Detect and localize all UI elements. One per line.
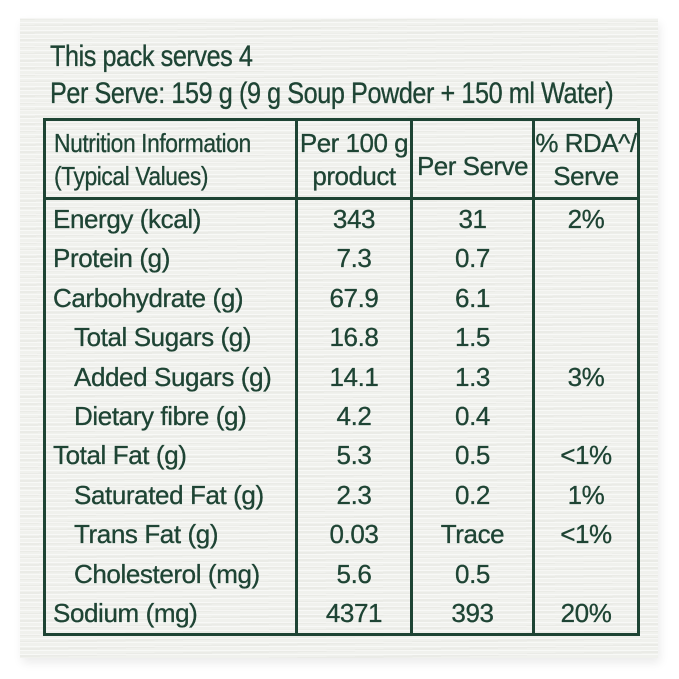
table-row: Carbohydrate (g) 67.9 6.1 bbox=[43, 278, 640, 319]
per-serve-value: 6.1 bbox=[410, 278, 535, 319]
per-serve-text: Per Serve: 159 g (9 g Soup Powder + 150 … bbox=[50, 77, 614, 110]
per-serve-value: 0.5 bbox=[410, 554, 535, 595]
per-serve-value: 393 bbox=[410, 594, 535, 635]
table-row: Added Sugars (g) 14.1 1.3 3% bbox=[43, 357, 640, 398]
header-line: (Typical Values) bbox=[54, 161, 209, 191]
table-row: Protein (g) 7.3 0.7 bbox=[43, 239, 640, 279]
nutrient-label: Sodium (mg) bbox=[43, 594, 298, 635]
per-100g-value: 14.1 bbox=[295, 357, 413, 398]
rda-value: 3% bbox=[532, 357, 640, 398]
rda-value: 2% bbox=[532, 198, 640, 240]
table-row: Total Sugars (g) 16.8 1.5 bbox=[43, 318, 640, 358]
table-row: Trans Fat (g) 0.03 Trace <1% bbox=[43, 515, 640, 555]
nutrition-table: Nutrition Information (Typical Values) P… bbox=[43, 118, 640, 637]
header-line: Per Serve bbox=[416, 150, 529, 181]
table-header-row: Nutrition Information (Typical Values) P… bbox=[43, 119, 640, 200]
per-serve-value: Trace bbox=[410, 515, 535, 555]
rda-value bbox=[532, 318, 640, 358]
rda-value: 1% bbox=[532, 475, 640, 516]
per-serve-value: 1.3 bbox=[410, 357, 535, 398]
serving-info: This pack serves 4 Per Serve: 159 g (9 g… bbox=[50, 38, 658, 112]
package-panel: This pack serves 4 Per Serve: 159 g (9 g… bbox=[20, 18, 658, 658]
header-line: Per 100 g bbox=[299, 128, 409, 158]
per-100g-value: 0.03 bbox=[295, 515, 413, 555]
per-100g-value: 67.9 bbox=[295, 278, 413, 319]
per-100g-value: 2.3 bbox=[295, 475, 413, 516]
header-line: Nutrition Information bbox=[54, 128, 251, 158]
table-row: Cholesterol (mg) 5.6 0.5 bbox=[43, 554, 640, 595]
header-line: product bbox=[312, 161, 396, 191]
per-100g-value: 4371 bbox=[295, 594, 413, 635]
nutrient-label: Total Fat (g) bbox=[43, 436, 298, 476]
rda-value: <1% bbox=[532, 515, 640, 555]
per-serve-value: 31 bbox=[410, 198, 535, 240]
pack-serves-text: This pack serves 4 bbox=[50, 40, 253, 73]
per-100g-value: 5.3 bbox=[295, 436, 413, 476]
per-serve-value: 1.5 bbox=[410, 318, 535, 358]
per-100g-value: 343 bbox=[295, 198, 413, 240]
table-row: Dietary fibre (g) 4.2 0.4 bbox=[43, 397, 640, 437]
per-serve-value: 0.4 bbox=[410, 397, 535, 437]
per-100g-value: 7.3 bbox=[295, 239, 413, 279]
nutrient-label: Carbohydrate (g) bbox=[43, 278, 298, 319]
rda-value bbox=[532, 397, 640, 437]
header-per-serve: Per Serve bbox=[410, 119, 535, 200]
per-100g-value: 16.8 bbox=[295, 318, 413, 358]
nutrient-label: Total Sugars (g) bbox=[43, 318, 298, 358]
nutrient-label: Saturated Fat (g) bbox=[43, 475, 298, 516]
table-row: Saturated Fat (g) 2.3 0.2 1% bbox=[43, 475, 640, 516]
table-row: Energy (kcal) 343 31 2% bbox=[43, 198, 640, 240]
rda-value: 20% bbox=[532, 594, 640, 635]
header-line: Serve bbox=[553, 161, 619, 191]
nutrient-label: Dietary fibre (g) bbox=[43, 397, 298, 437]
nutrient-label: Trans Fat (g) bbox=[43, 515, 298, 555]
per-100g-value: 5.6 bbox=[295, 554, 413, 595]
header-nutrition-information: Nutrition Information (Typical Values) bbox=[43, 119, 298, 200]
rda-value: <1% bbox=[532, 436, 640, 476]
nutrient-label: Protein (g) bbox=[43, 239, 298, 279]
nutrient-label: Energy (kcal) bbox=[43, 198, 298, 240]
table-row: Sodium (mg) 4371 393 20% bbox=[43, 594, 640, 635]
per-serve-value: 0.2 bbox=[410, 475, 535, 516]
rda-value bbox=[532, 554, 640, 595]
per-serve-value: 0.7 bbox=[410, 239, 535, 279]
per-100g-value: 4.2 bbox=[295, 397, 413, 437]
nutrient-label: Cholesterol (mg) bbox=[43, 554, 298, 595]
header-line: % RDA^/ bbox=[535, 128, 637, 158]
rda-value bbox=[532, 239, 640, 279]
header-rda-per-serve: % RDA^/ Serve bbox=[532, 119, 640, 200]
rda-value bbox=[532, 278, 640, 319]
table-row: Total Fat (g) 5.3 0.5 <1% bbox=[43, 436, 640, 476]
header-per-100g: Per 100 g product bbox=[295, 119, 413, 200]
nutrient-label: Added Sugars (g) bbox=[43, 357, 298, 398]
per-serve-value: 0.5 bbox=[410, 436, 535, 476]
